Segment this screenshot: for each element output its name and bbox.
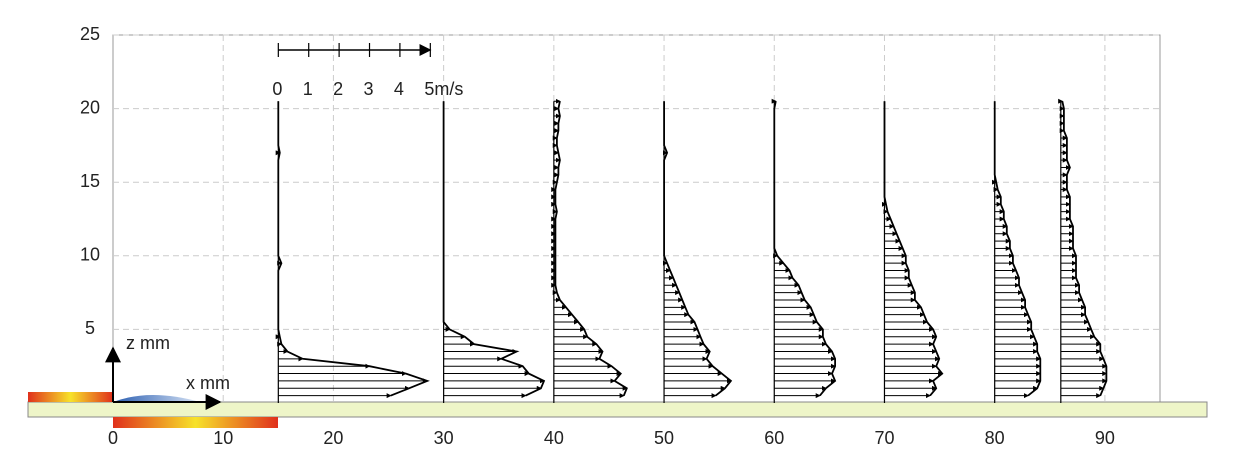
velocity-envelope bbox=[277, 101, 430, 397]
y-tick-label: 15 bbox=[80, 171, 100, 191]
velocity-envelope bbox=[1061, 101, 1108, 396]
x-tick-label: 70 bbox=[874, 428, 894, 448]
scale-label: 5m/s bbox=[424, 79, 463, 99]
velocity-envelope bbox=[442, 101, 546, 397]
scale-label: 0 bbox=[272, 79, 282, 99]
x-tick-label: 10 bbox=[213, 428, 233, 448]
droplet bbox=[113, 395, 200, 402]
y-tick-label: 20 bbox=[80, 97, 100, 117]
y-tick-label: 25 bbox=[80, 24, 100, 44]
substrate bbox=[27, 401, 1208, 418]
x-tick-label: 30 bbox=[434, 428, 454, 448]
x-tick-label: 90 bbox=[1095, 428, 1115, 448]
velocity-envelope bbox=[993, 101, 1042, 397]
velocity-envelope bbox=[883, 101, 944, 397]
x-tick-label: 50 bbox=[654, 428, 674, 448]
velocity-envelope bbox=[773, 101, 837, 397]
scale-label: 4 bbox=[394, 79, 404, 99]
x-tick-label: 0 bbox=[108, 428, 118, 448]
scale-label: 1 bbox=[303, 79, 313, 99]
scale-label: 3 bbox=[364, 79, 374, 99]
x-tick-label: 60 bbox=[764, 428, 784, 448]
x-tick-label: 20 bbox=[323, 428, 343, 448]
y-tick-label: 5 bbox=[85, 318, 95, 338]
heater bbox=[113, 417, 278, 428]
x-tick-label: 40 bbox=[544, 428, 564, 448]
x-tick-label: 80 bbox=[985, 428, 1005, 448]
heater bbox=[28, 392, 113, 402]
y-tick-label: 10 bbox=[80, 245, 100, 265]
y-axis-label: z mm bbox=[126, 333, 170, 353]
velocity-envelope bbox=[554, 101, 628, 396]
x-axis-label: x mm bbox=[186, 373, 230, 393]
scale-label: 2 bbox=[333, 79, 343, 99]
velocity-envelope bbox=[663, 101, 733, 397]
